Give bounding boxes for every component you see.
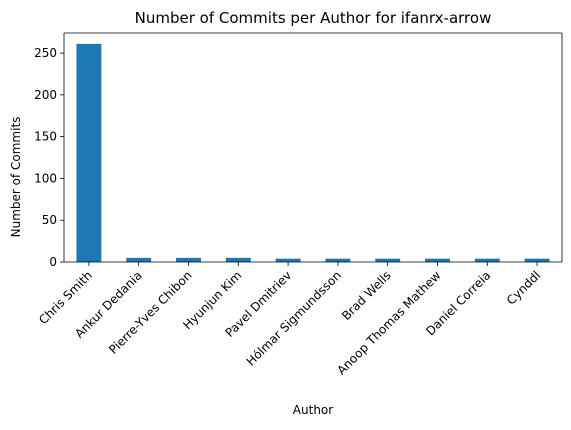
y-tick-label-5: 250 bbox=[34, 46, 57, 60]
y-tick-label-3: 150 bbox=[34, 130, 57, 144]
y-tick-label-1: 50 bbox=[42, 213, 57, 227]
x-tick-label-6: Hólmar Sigmundsson bbox=[244, 268, 344, 368]
x-tick-label-8: Anoop Thomas Mathew bbox=[334, 268, 443, 377]
x-tick-label-10: Cynddl bbox=[504, 268, 543, 307]
bar-9 bbox=[474, 258, 500, 262]
axes-layer bbox=[63, 32, 563, 263]
bar-2 bbox=[126, 257, 152, 262]
bar-1 bbox=[76, 43, 102, 262]
y-tick-label-0: 0 bbox=[49, 255, 57, 269]
chart-title: Number of Commits per Author for ifanrx-… bbox=[135, 9, 492, 27]
bar-8 bbox=[425, 258, 450, 262]
bar-7 bbox=[375, 258, 401, 262]
bar-3 bbox=[176, 257, 201, 262]
y-tick-label-2: 100 bbox=[34, 171, 57, 185]
y-tick-label-4: 200 bbox=[34, 88, 57, 102]
bar-10 bbox=[524, 258, 550, 262]
bar-5 bbox=[275, 258, 301, 262]
y-axis-label: Number of Commits bbox=[9, 117, 23, 238]
bar-6 bbox=[325, 258, 351, 262]
bar-4 bbox=[225, 257, 251, 262]
x-tick-label-7: Brad Wells bbox=[339, 268, 394, 323]
x-axis-label: Author bbox=[293, 403, 333, 417]
x-tick-label-3: Pierre-Yves Chibon bbox=[106, 268, 194, 356]
bars-layer bbox=[76, 43, 550, 262]
